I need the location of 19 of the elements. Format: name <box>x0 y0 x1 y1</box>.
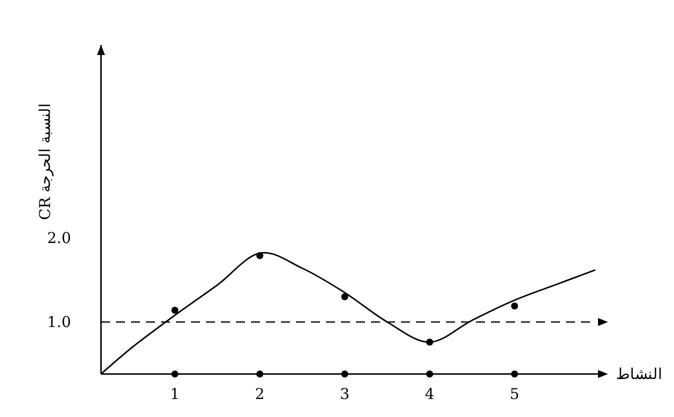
x-tick-label: 1 <box>170 385 180 403</box>
point <box>426 338 434 346</box>
point <box>511 370 518 378</box>
point <box>171 306 178 314</box>
point <box>426 370 434 378</box>
point <box>341 370 348 378</box>
x-tick-label: 3 <box>340 385 350 403</box>
point <box>256 252 264 260</box>
point <box>171 370 178 378</box>
point <box>256 370 264 378</box>
x-tick-label: 2 <box>255 385 265 403</box>
y-tick-label: 2.0 <box>47 229 71 248</box>
y-axis-title: CR النسبة الحرجة <box>36 104 54 220</box>
point <box>511 302 518 310</box>
x-tick-label: 4 <box>424 385 434 403</box>
point <box>341 293 348 300</box>
x-axis-title: النشاط <box>616 365 662 383</box>
x-tick-label: 5 <box>510 385 520 403</box>
y-tick-label: 1.0 <box>47 312 71 331</box>
